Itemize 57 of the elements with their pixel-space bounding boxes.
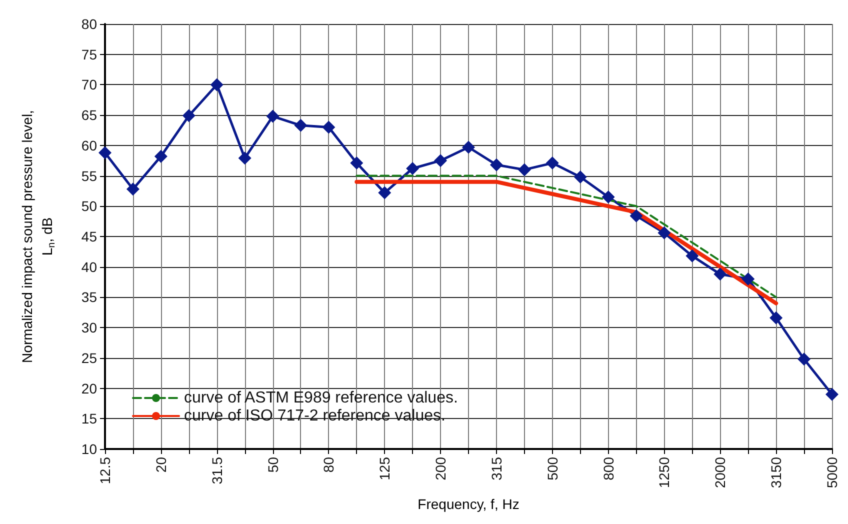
point (658, 226, 671, 240)
y-tick-label: 50 (81, 198, 98, 214)
y-tick-label: 55 (81, 168, 98, 184)
x-tick-label: 3150 (768, 456, 784, 488)
y-tick-label: 75 (81, 46, 98, 62)
point (714, 268, 727, 281)
point (126, 182, 140, 196)
y-tick-label: 45 (81, 228, 98, 244)
x-tick-label: 800 (600, 456, 616, 480)
y-tick-label: 10 (81, 441, 98, 457)
point (434, 154, 448, 168)
point (154, 150, 168, 163)
x-tick-label: 315 (488, 456, 504, 480)
x-tick-label: 2000 (712, 456, 728, 488)
point (322, 120, 336, 134)
point (686, 249, 699, 262)
point (182, 109, 196, 122)
point (546, 156, 559, 170)
x-tick-label: 1250 (656, 456, 672, 488)
x-tick-label: 20 (152, 456, 169, 473)
point (518, 163, 531, 176)
y-tick-label: 40 (81, 258, 98, 275)
y-tick-label: 65 (81, 107, 98, 124)
y-tick-label: 35 (81, 289, 98, 306)
x-tick-label: 50 (264, 456, 281, 473)
x-tick-label: 200 (432, 456, 449, 480)
point (98, 146, 112, 160)
point (602, 190, 615, 204)
x-tick-label: 12.5 (97, 456, 113, 484)
point (574, 170, 587, 184)
y-tick-label: 30 (81, 320, 98, 336)
point (266, 110, 280, 123)
y-tick-label: 70 (81, 76, 98, 93)
x-tick-label: 80 (320, 456, 337, 473)
point (294, 118, 308, 132)
point (770, 311, 783, 324)
point (490, 158, 503, 172)
point (742, 272, 755, 286)
point (210, 78, 224, 92)
point (826, 388, 838, 401)
y-tick-label: 20 (81, 380, 98, 396)
point (350, 156, 364, 170)
point (406, 162, 420, 175)
x-tick-label: 31.5 (208, 456, 225, 484)
point (378, 186, 392, 200)
x-tick-label: 5000 (824, 456, 840, 488)
point (238, 152, 252, 165)
x-axis-title: Frequency, f, Hz (418, 496, 520, 512)
y-tick-label: 60 (81, 137, 98, 154)
y-tick-label: 80 (81, 16, 98, 32)
point (798, 352, 811, 366)
x-tick-label: 500 (544, 456, 560, 480)
y-tick-label: 15 (81, 410, 98, 427)
y-tick-label: 25 (81, 350, 98, 366)
x-tick-label: 125 (376, 456, 393, 480)
point (462, 140, 475, 154)
point (630, 209, 643, 222)
